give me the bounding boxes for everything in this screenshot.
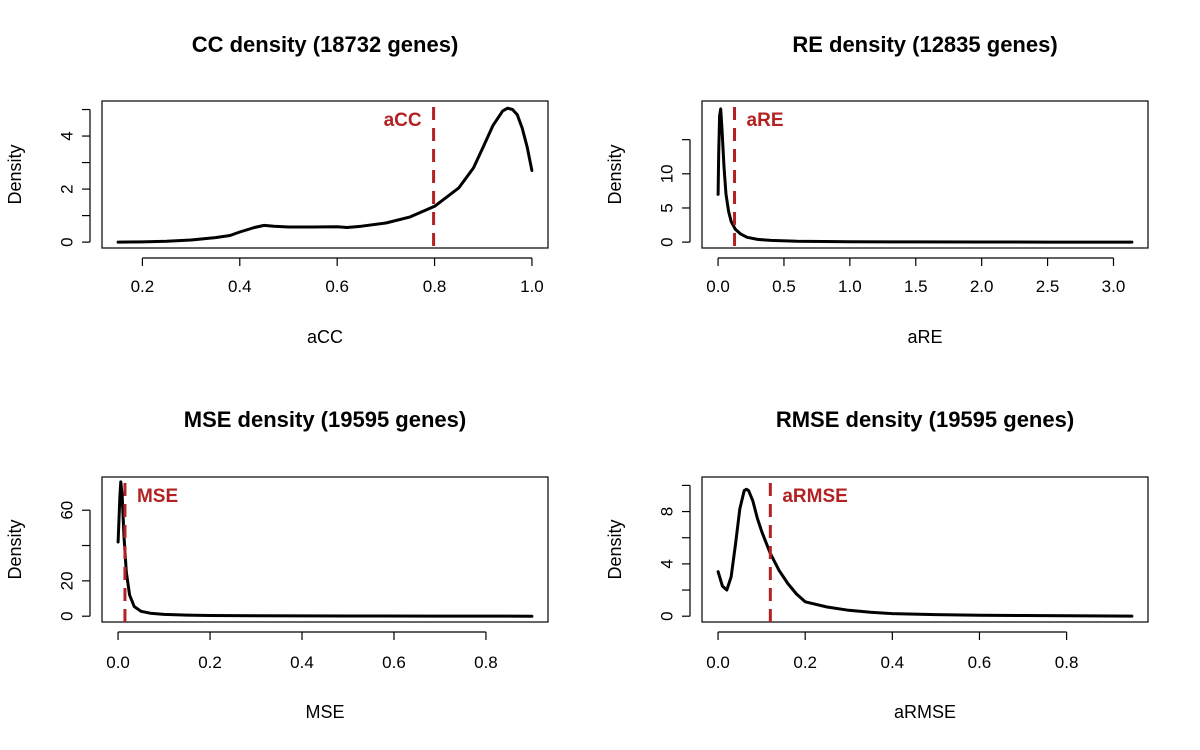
density-curve [716,487,1134,618]
x-tick-label: 0.0 [106,653,130,672]
chart-title: MSE density (19595 genes) [184,407,466,432]
x-tick-label: 0.6 [325,277,349,296]
y-tick-label: 8 [657,507,676,516]
x-tick-label: 1.0 [520,277,544,296]
density-curve [716,107,1134,244]
x-tick-label: 2.0 [970,277,994,296]
y-tick-label: 10 [657,164,676,183]
x-tick-label: 0.0 [706,277,730,296]
y-tick-label: 2 [57,184,76,193]
y-tick-label: 0 [57,611,76,620]
x-tick-label: 0.8 [423,277,447,296]
chart-title: CC density (18732 genes) [192,32,459,57]
density-curve [116,480,534,618]
x-tick-label: 1.0 [838,277,862,296]
y-tick-label: 0 [657,237,676,246]
density-curve [116,106,534,244]
y-tick-label: 5 [657,203,676,212]
plot-frame [701,100,1149,249]
x-tick-label: 0.2 [131,277,155,296]
x-tick-label: 0.4 [881,653,905,672]
x-tick-label: 0.2 [793,653,817,672]
panel-3: MSE density (19595 genes) 0.0 0.2 0.4 0.6 0.8… [5,407,549,722]
reference-line-label: MSE [137,486,178,507]
y-axis-label: Density [605,144,625,204]
x-tick-label: 0.0 [706,653,730,672]
x-axis-label: aCC [307,327,343,347]
chart-title: RE density (12835 genes) [792,32,1057,57]
y-tick-label: 60 [57,501,76,520]
x-tick-label: 3.0 [1102,277,1126,296]
reference-line-label: aRMSE [782,486,847,507]
plot-frame [101,476,549,623]
y-tick-label: 20 [57,571,76,590]
reference-line-label: aRE [747,110,784,131]
x-axis-label: aRE [907,327,942,347]
y-axis-label: Density [605,519,625,579]
chart-title: RMSE density (19595 genes) [776,407,1074,432]
x-tick-label: 0.5 [772,277,796,296]
x-tick-label: 0.6 [382,653,406,672]
x-tick-label: 0.4 [290,653,314,672]
y-tick-label: 4 [57,131,76,140]
panel-4: RMSE density (19595 genes) 0.0 0.2 0.4 0.6 0.… [605,407,1149,722]
x-tick-label: 0.2 [198,653,222,672]
plot-frame [101,100,549,249]
x-tick-label: 2.5 [1036,277,1060,296]
x-tick-label: 0.6 [968,653,992,672]
y-tick-label: 4 [657,559,676,568]
plot-frame [701,476,1149,623]
x-tick-label: 0.8 [474,653,498,672]
x-tick-label: 0.4 [228,277,252,296]
reference-line-label: aCC [384,110,422,131]
x-axis-label: MSE [305,702,344,722]
y-axis-label: Density [5,519,25,579]
x-tick-label: 1.5 [904,277,928,296]
y-tick-label: 0 [57,237,76,246]
panel-2: RE density (12835 genes) 0.0 0.5 1.0 1.5 2.0 2… [605,32,1149,347]
x-axis-label: aRMSE [894,702,956,722]
x-tick-label: 0.8 [1055,653,1079,672]
y-tick-label: 0 [657,611,676,620]
panel-1: CC density (18732 genes) 0.2 0.4 0.6 0.8 1.0 0… [5,32,549,347]
y-axis-label: Density [5,144,25,204]
